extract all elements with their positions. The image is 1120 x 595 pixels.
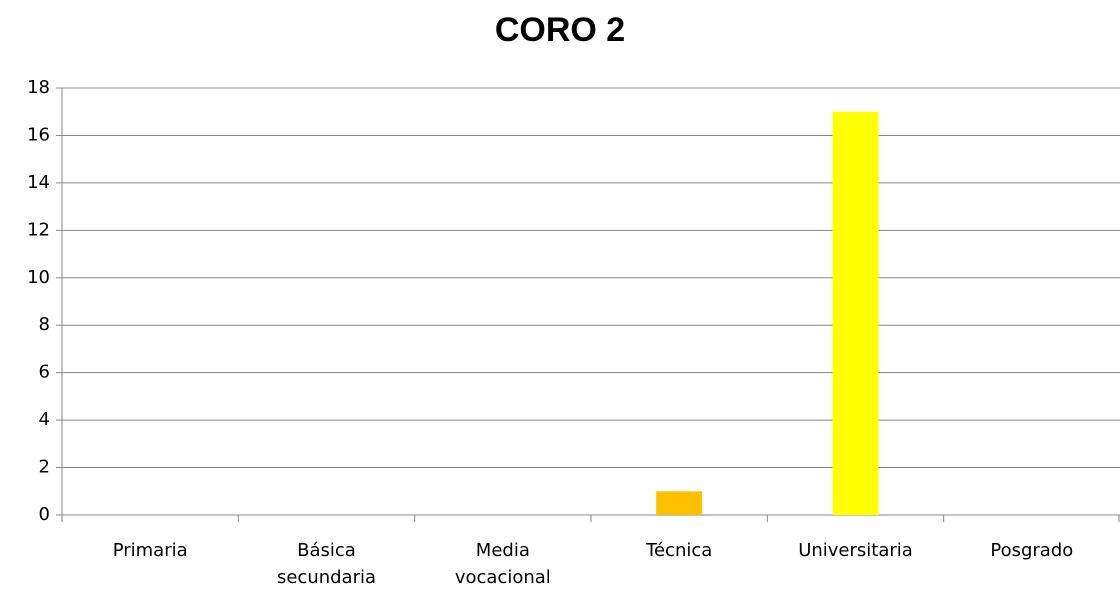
y-tick-label: 0 — [39, 504, 50, 525]
y-tick-label: 6 — [39, 362, 50, 383]
x-tick-label: Técnica — [646, 540, 713, 561]
y-tick-label: 10 — [27, 267, 50, 288]
y-tick-label: 16 — [27, 124, 50, 145]
y-tick-label: 14 — [27, 172, 50, 193]
y-tick-label: 4 — [39, 409, 50, 430]
bar — [832, 111, 879, 515]
bar — [656, 491, 703, 515]
x-tick-label: Posgrado — [990, 540, 1074, 561]
x-tick-label: Media vocacional — [454, 540, 551, 588]
y-tick-label: 12 — [27, 219, 50, 240]
y-tick-label: 18 — [27, 77, 50, 98]
y-tick-label: 2 — [39, 457, 50, 478]
x-tick-label: Universitaria — [798, 540, 913, 561]
x-tick-label: Básica secundaria — [276, 540, 377, 588]
y-tick-label: 8 — [39, 314, 50, 335]
chart-title: CORO 2 — [495, 11, 625, 49]
x-tick-label: Primaria — [112, 540, 188, 561]
